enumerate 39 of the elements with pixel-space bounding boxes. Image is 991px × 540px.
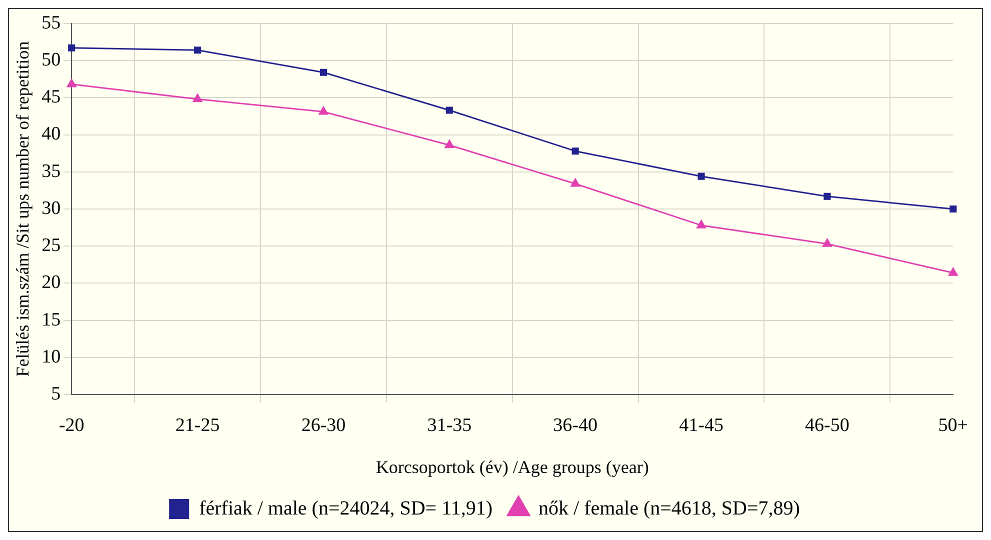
point	[572, 148, 579, 155]
x-tick-label: 26-30	[301, 414, 346, 436]
y-tick-label: 55	[42, 12, 61, 34]
point	[320, 68, 328, 76]
point	[318, 106, 329, 115]
y-tick-label: 30	[42, 198, 61, 219]
y-axis-title: Felülés ism.szám /Sit ups number of repetition	[12, 41, 33, 377]
y-tick-label: 15	[42, 309, 61, 330]
point	[68, 44, 76, 52]
y-tick-label: 50	[42, 50, 61, 71]
point	[822, 238, 832, 247]
y-tick-label: 45	[42, 86, 61, 108]
y-tick-label: 20	[42, 272, 61, 294]
y-tick-label: 40	[42, 124, 61, 145]
point	[696, 219, 706, 228]
y-tick-label: 10	[42, 346, 61, 368]
x-axis-title: Korcsoportok (év) /Age groups (year)	[376, 456, 649, 477]
point	[66, 78, 77, 88]
y-tick-label: 25	[42, 235, 61, 256]
x-tick-label: 46-50	[805, 414, 850, 436]
point	[446, 106, 453, 114]
point	[948, 266, 958, 276]
point	[192, 93, 203, 102]
point	[824, 192, 831, 200]
point	[698, 172, 705, 180]
legend-label: nők / female (n=4618, SD=7,89)	[538, 497, 800, 520]
point	[194, 46, 202, 54]
point	[570, 178, 581, 187]
x-tick-label: -20	[58, 414, 84, 436]
legend-label: férfiak / male (n=24024, SD= 11,91)	[199, 497, 493, 520]
y-tick-label: 5	[51, 384, 61, 405]
x-tick-label: 41-45	[679, 414, 724, 436]
point	[444, 139, 455, 148]
y-tick-label: 35	[42, 160, 61, 182]
x-tick-label: 36-40	[553, 414, 598, 436]
x-tick-label: 50+	[938, 414, 968, 436]
x-tick-label: 31-35	[427, 414, 472, 436]
x-tick-label: 21-25	[175, 414, 220, 436]
point	[950, 205, 957, 213]
